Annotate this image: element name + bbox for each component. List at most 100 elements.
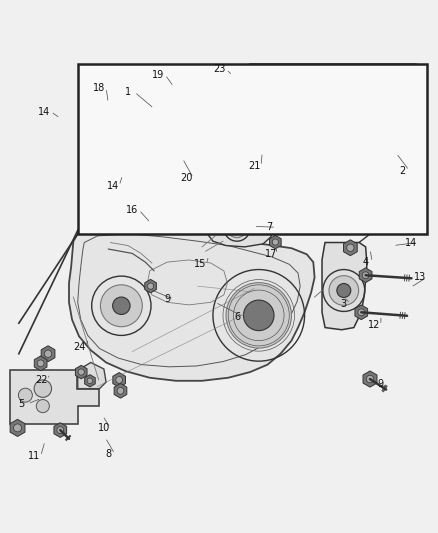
Circle shape <box>346 244 353 252</box>
Text: 18: 18 <box>93 83 106 93</box>
Polygon shape <box>10 370 99 424</box>
Circle shape <box>226 282 291 348</box>
Text: 19: 19 <box>152 70 164 79</box>
Polygon shape <box>78 362 106 389</box>
Circle shape <box>231 223 242 233</box>
Text: 17: 17 <box>264 249 276 259</box>
Circle shape <box>37 360 44 367</box>
Polygon shape <box>373 219 385 232</box>
Polygon shape <box>114 384 127 398</box>
Circle shape <box>147 283 153 289</box>
Text: 3: 3 <box>340 298 346 309</box>
Text: 14: 14 <box>404 238 417 247</box>
Circle shape <box>34 380 51 398</box>
Circle shape <box>272 239 278 245</box>
Circle shape <box>78 369 84 375</box>
Text: 16: 16 <box>126 205 138 215</box>
Circle shape <box>380 73 393 86</box>
Circle shape <box>376 222 382 228</box>
Polygon shape <box>69 224 314 381</box>
Polygon shape <box>145 279 156 293</box>
Polygon shape <box>133 129 144 142</box>
Text: 24: 24 <box>73 342 85 352</box>
Polygon shape <box>41 346 55 362</box>
Circle shape <box>376 69 397 91</box>
Polygon shape <box>343 240 357 256</box>
Text: 13: 13 <box>413 272 425 282</box>
Circle shape <box>87 378 92 384</box>
Text: 10: 10 <box>98 423 110 433</box>
Circle shape <box>223 117 229 124</box>
Polygon shape <box>135 87 228 150</box>
Circle shape <box>44 350 52 358</box>
Bar <box>374 72 399 90</box>
Circle shape <box>336 284 350 297</box>
Circle shape <box>227 219 246 238</box>
Circle shape <box>113 297 130 314</box>
Circle shape <box>365 375 373 383</box>
Polygon shape <box>178 152 189 164</box>
Polygon shape <box>98 109 111 123</box>
Circle shape <box>14 424 21 432</box>
Polygon shape <box>113 373 125 387</box>
Text: 15: 15 <box>193 260 205 269</box>
Polygon shape <box>85 375 95 387</box>
Text: 4: 4 <box>362 257 368 267</box>
Polygon shape <box>168 87 179 100</box>
Circle shape <box>101 112 108 119</box>
Polygon shape <box>358 268 371 282</box>
Text: 9: 9 <box>164 294 170 304</box>
Circle shape <box>256 133 261 138</box>
Circle shape <box>117 219 125 227</box>
Polygon shape <box>354 305 367 320</box>
Text: 11: 11 <box>28 451 40 461</box>
Text: 20: 20 <box>180 173 193 183</box>
Circle shape <box>160 122 178 139</box>
Polygon shape <box>228 111 267 135</box>
Polygon shape <box>34 356 47 370</box>
Polygon shape <box>10 419 25 437</box>
Polygon shape <box>113 214 129 232</box>
Circle shape <box>229 126 235 132</box>
Text: 23: 23 <box>213 64 225 74</box>
Circle shape <box>100 285 142 327</box>
Circle shape <box>57 427 64 433</box>
Circle shape <box>152 114 185 147</box>
Text: 14: 14 <box>38 107 50 117</box>
Text: 21: 21 <box>247 161 260 171</box>
Circle shape <box>240 76 246 82</box>
Text: 6: 6 <box>233 312 240 322</box>
Polygon shape <box>254 130 263 141</box>
Circle shape <box>361 272 368 279</box>
Polygon shape <box>231 132 242 146</box>
Polygon shape <box>220 114 231 127</box>
Circle shape <box>170 91 176 96</box>
Polygon shape <box>269 236 280 249</box>
Text: 2: 2 <box>399 166 405 175</box>
Circle shape <box>328 276 358 305</box>
Text: 22: 22 <box>35 375 48 385</box>
Text: 7: 7 <box>266 222 272 232</box>
Polygon shape <box>207 210 271 247</box>
Polygon shape <box>75 365 87 379</box>
Text: 8: 8 <box>105 449 111 459</box>
Text: 14: 14 <box>106 181 119 191</box>
Circle shape <box>180 156 186 161</box>
Polygon shape <box>237 72 249 86</box>
Circle shape <box>243 300 273 330</box>
Polygon shape <box>226 123 238 136</box>
Circle shape <box>233 135 240 142</box>
Circle shape <box>18 388 32 402</box>
Polygon shape <box>54 423 67 438</box>
Circle shape <box>356 135 378 157</box>
Circle shape <box>357 309 364 316</box>
Bar <box>78 63 426 234</box>
Polygon shape <box>362 371 376 387</box>
Circle shape <box>116 376 122 383</box>
Polygon shape <box>245 63 424 219</box>
Circle shape <box>343 123 391 171</box>
Text: 9: 9 <box>377 379 383 389</box>
Text: 5: 5 <box>18 399 24 409</box>
Text: 12: 12 <box>367 320 380 330</box>
Text: 1: 1 <box>124 87 131 97</box>
